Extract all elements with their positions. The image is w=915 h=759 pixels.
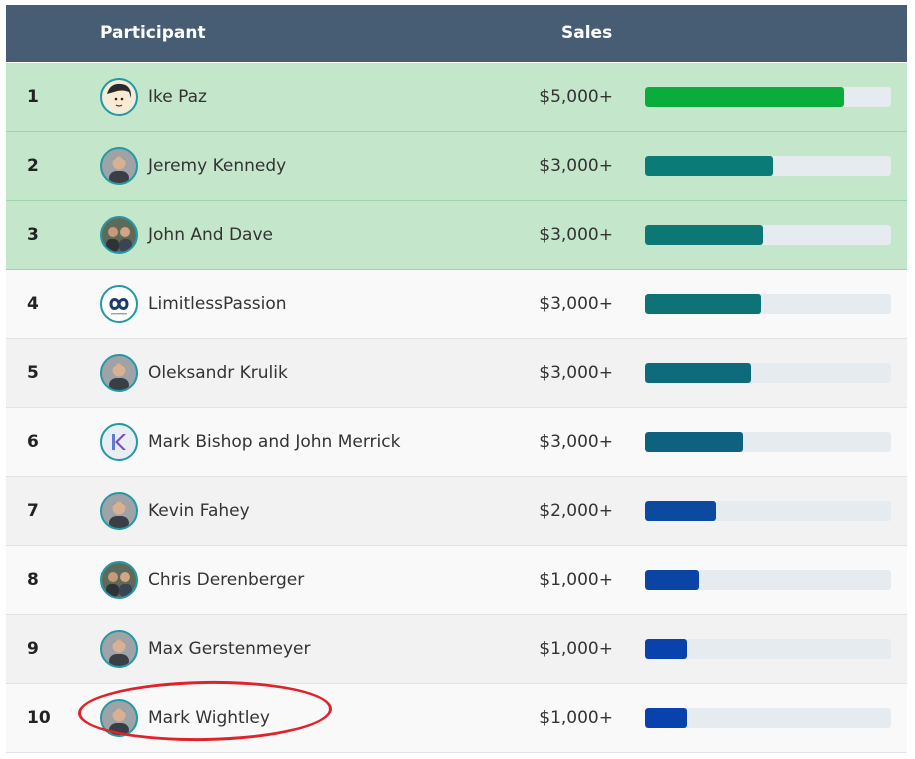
- leaderboard-row: 9 Max Gerstenmeyer $1,000+: [6, 615, 907, 684]
- sales-progress-fill: [645, 294, 761, 314]
- leaderboard-row: 7 Kevin Fahey $2,000+: [6, 477, 907, 546]
- leaderboard-row: 5 Oleksandr Krulik $3,000+: [6, 339, 907, 408]
- sales-progress-bar: [645, 156, 891, 176]
- leaderboard-row: 6 Mark Bishop and John Merrick $3,000+: [6, 408, 907, 477]
- sales-amount: $1,000+: [539, 708, 613, 728]
- participant-name: John And Dave: [148, 225, 273, 245]
- participant-avatar: [100, 147, 138, 185]
- sales-progress-fill: [645, 501, 717, 521]
- sales-progress-fill: [645, 156, 773, 176]
- rank-number: 4: [27, 294, 39, 314]
- participant-name: Kevin Fahey: [148, 501, 250, 521]
- participant-avatar: [100, 630, 138, 668]
- leaderboard-row: 4 LimitlessPassion $3,000+: [6, 270, 907, 339]
- sales-progress-fill: [645, 225, 764, 245]
- sales-amount: $5,000+: [539, 87, 613, 107]
- sales-amount: $2,000+: [539, 501, 613, 521]
- participant-name: Chris Derenberger: [148, 570, 305, 590]
- participant-avatar: [100, 216, 138, 254]
- participant-name: Ike Paz: [148, 87, 207, 107]
- rank-number: 3: [27, 225, 39, 245]
- sales-amount: $3,000+: [539, 363, 613, 383]
- leaderboard-row: 3 John And Dave $3,000+: [6, 201, 907, 270]
- header-divider: [6, 62, 907, 63]
- rank-number: 10: [27, 708, 51, 728]
- rank-number: 6: [27, 432, 39, 452]
- sales-amount: $3,000+: [539, 225, 613, 245]
- leaderboard-row: 10 Mark Wightley $1,000+: [6, 684, 907, 753]
- rank-number: 2: [27, 156, 39, 176]
- rank-number: 9: [27, 639, 39, 659]
- leaderboard-header: Participant Sales: [6, 5, 907, 62]
- sales-column-header: Sales: [561, 23, 613, 43]
- sales-progress-bar: [645, 639, 891, 659]
- leaderboard-rows: 1 Ike Paz $5,000+ 2 Jeremy Kennedy $3,000+ 3 Jo…: [6, 63, 907, 753]
- sales-progress-bar: [645, 294, 891, 314]
- participant-avatar: [100, 492, 138, 530]
- sales-progress-bar: [645, 432, 891, 452]
- participant-name: Oleksandr Krulik: [148, 363, 288, 383]
- leaderboard: Participant Sales 1 Ike Paz $5,000+ 2 Jeremy…: [6, 5, 907, 753]
- participant-avatar: [100, 423, 138, 461]
- participant-name: Mark Wightley: [148, 708, 270, 728]
- participant-column-header: Participant: [100, 23, 206, 43]
- participant-avatar: [100, 354, 138, 392]
- sales-amount: $1,000+: [539, 570, 613, 590]
- participant-avatar: [100, 285, 138, 323]
- sales-progress-bar: [645, 363, 891, 383]
- sales-amount: $3,000+: [539, 294, 613, 314]
- sales-progress-fill: [645, 432, 744, 452]
- leaderboard-row: 8 Chris Derenberger $1,000+: [6, 546, 907, 615]
- rank-number: 1: [27, 87, 39, 107]
- sales-progress-bar: [645, 708, 891, 728]
- sales-progress-fill: [645, 570, 700, 590]
- sales-progress-bar: [645, 87, 891, 107]
- sales-progress-bar: [645, 570, 891, 590]
- sales-progress-fill: [645, 87, 845, 107]
- participant-name: LimitlessPassion: [148, 294, 287, 314]
- participant-avatar: [100, 78, 138, 116]
- participant-avatar: [100, 699, 138, 737]
- rank-number: 7: [27, 501, 39, 521]
- sales-amount: $3,000+: [539, 156, 613, 176]
- leaderboard-row: 1 Ike Paz $5,000+: [6, 63, 907, 132]
- sales-progress-bar: [645, 501, 891, 521]
- sales-progress-fill: [645, 639, 687, 659]
- participant-name: Max Gerstenmeyer: [148, 639, 311, 659]
- sales-progress-fill: [645, 708, 687, 728]
- participant-name: Mark Bishop and John Merrick: [148, 432, 401, 452]
- sales-amount: $3,000+: [539, 432, 613, 452]
- rank-number: 8: [27, 570, 39, 590]
- leaderboard-row: 2 Jeremy Kennedy $3,000+: [6, 132, 907, 201]
- rank-number: 5: [27, 363, 39, 383]
- participant-name: Jeremy Kennedy: [148, 156, 287, 176]
- sales-amount: $1,000+: [539, 639, 613, 659]
- participant-avatar: [100, 561, 138, 599]
- sales-progress-fill: [645, 363, 751, 383]
- sales-progress-bar: [645, 225, 891, 245]
